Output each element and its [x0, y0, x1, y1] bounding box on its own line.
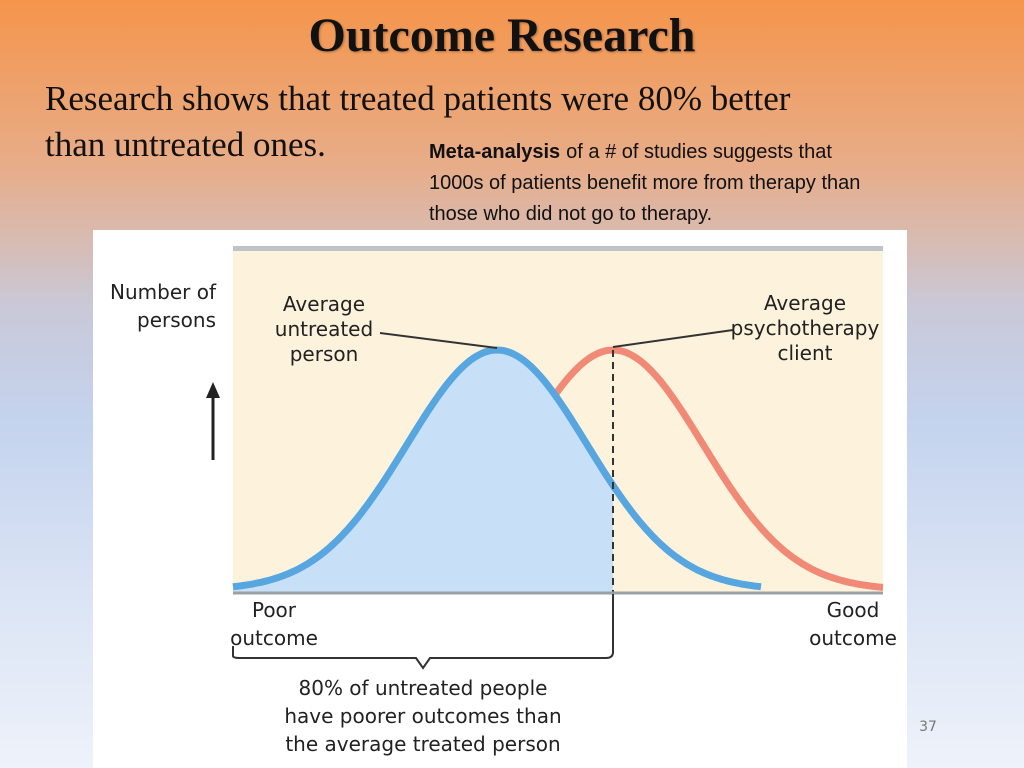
figure-label: the average treated person: [285, 732, 560, 756]
treated-curve: [542, 346, 884, 591]
page-number: 37: [919, 719, 937, 735]
arrow-head: [206, 382, 220, 398]
pointer: [612, 329, 734, 348]
slide-title: Outcome Research: [308, 9, 696, 62]
figure-label: Average: [283, 292, 365, 316]
figure-label: 80% of untreated people: [299, 676, 548, 700]
note-line: Meta-analysis of a # of studies suggests …: [429, 137, 860, 168]
figure-label: Number of: [110, 280, 217, 304]
body-line: Research shows that treated patients wer…: [45, 79, 791, 118]
figure-label: Average: [764, 291, 846, 315]
figure-label: untreated: [275, 317, 373, 341]
figure-label: client: [778, 341, 833, 365]
untreated-curve: [232, 346, 762, 591]
top-bar: [233, 246, 883, 251]
body-line: than untreated ones.: [45, 125, 326, 164]
note-line: 1000s of patients benefit more from ther…: [429, 172, 861, 194]
figure-label: person: [290, 342, 359, 366]
figure-label: outcome: [809, 626, 897, 650]
slide-body: Research shows that treated patients wer…: [45, 76, 790, 168]
figure-label: Good: [827, 598, 880, 622]
figure-label: persons: [137, 308, 216, 332]
figure-label: outcome: [230, 626, 318, 650]
untreated-area: [233, 350, 613, 592]
note-text: of a # of studies suggests that: [566, 141, 832, 163]
figure-label: psychotherapy: [731, 316, 880, 340]
note: Meta-analysis of a # of studies suggests …: [429, 137, 860, 230]
figure-label: have poorer outcomes than: [284, 704, 561, 728]
figure-label: Poor: [252, 598, 297, 622]
note-line: those who did not go to therapy.: [429, 203, 713, 225]
note-term: Meta-analysis: [429, 141, 561, 163]
bracket: [232, 594, 614, 670]
pointer: [379, 332, 498, 349]
